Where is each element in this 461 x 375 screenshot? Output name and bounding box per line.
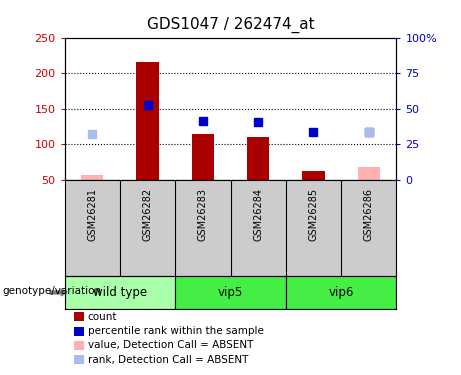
Text: GSM26284: GSM26284 (253, 188, 263, 241)
Text: genotype/variation: genotype/variation (2, 286, 101, 296)
Text: vip6: vip6 (328, 286, 354, 299)
Bar (247, 137, 269, 180)
Text: GSM26285: GSM26285 (308, 188, 319, 241)
Text: vip5: vip5 (218, 286, 243, 299)
Bar (192, 134, 214, 180)
Bar (175, 276, 286, 309)
Bar (358, 167, 380, 180)
Text: count: count (88, 312, 117, 322)
Bar (136, 62, 159, 180)
Text: GDS1047 / 262474_at: GDS1047 / 262474_at (147, 17, 314, 33)
Text: GSM26282: GSM26282 (142, 188, 153, 241)
Bar (286, 276, 396, 309)
Text: value, Detection Call = ABSENT: value, Detection Call = ABSENT (88, 340, 253, 350)
Bar (81, 175, 103, 180)
Text: wild type: wild type (93, 286, 147, 299)
Bar (65, 276, 175, 309)
Text: GSM26283: GSM26283 (198, 188, 208, 241)
Text: rank, Detection Call = ABSENT: rank, Detection Call = ABSENT (88, 355, 248, 364)
Text: percentile rank within the sample: percentile rank within the sample (88, 326, 264, 336)
Bar (302, 171, 325, 180)
Text: GSM26281: GSM26281 (87, 188, 97, 241)
Text: GSM26286: GSM26286 (364, 188, 374, 241)
